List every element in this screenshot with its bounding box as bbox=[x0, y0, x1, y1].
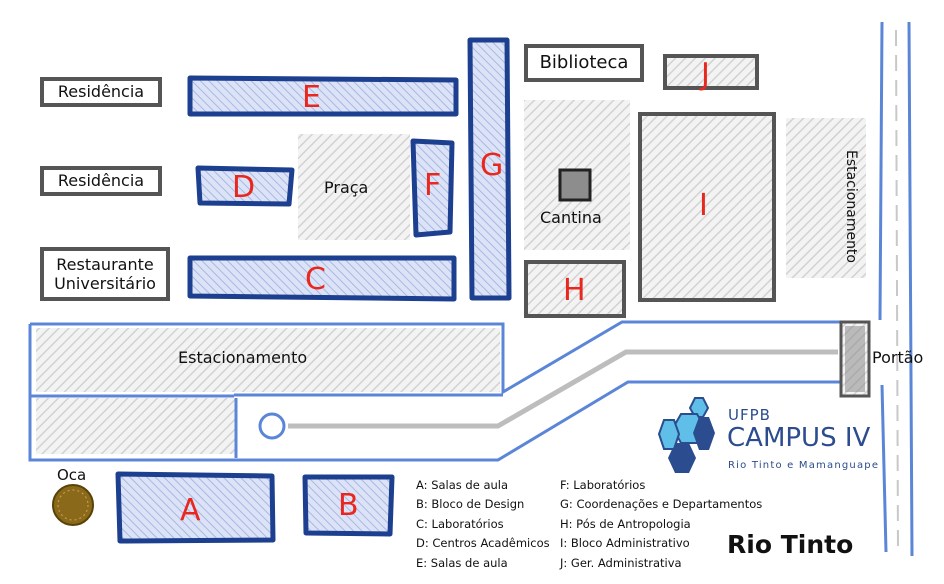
estacionamento-main-label: Estacionamento bbox=[178, 348, 308, 367]
legend-item: H: Pós de Antropologia bbox=[560, 516, 691, 531]
building-c-letter: C bbox=[305, 262, 326, 297]
biblioteca-box[interactable]: Biblioteca bbox=[524, 44, 644, 82]
building-e-letter: E bbox=[302, 80, 321, 115]
building-h-letter: H bbox=[563, 273, 586, 308]
legend-item: E: Salas de aula bbox=[416, 555, 508, 570]
oca-label: Oca bbox=[57, 466, 87, 484]
roundabout bbox=[258, 412, 286, 440]
oca-marker[interactable] bbox=[52, 484, 94, 526]
legend-item: D: Centros Acadêmicos bbox=[416, 536, 550, 551]
building-d[interactable] bbox=[195, 165, 295, 207]
logo-line2: CAMPUS IV bbox=[727, 423, 871, 453]
legend-item: C: Laboratórios bbox=[416, 516, 504, 531]
residencia-label-2: Residência bbox=[57, 171, 145, 191]
legend-col1: A: Salas de aula B: Bloco de Design C: L… bbox=[416, 476, 550, 573]
building-g-letter: G bbox=[480, 148, 504, 183]
residencia-box-1[interactable]: Residência bbox=[40, 77, 162, 107]
residencia-box-2[interactable]: Residência bbox=[40, 166, 162, 196]
cantina-building[interactable] bbox=[558, 168, 592, 202]
building-a-letter: A bbox=[180, 493, 201, 528]
building-d-letter: D bbox=[232, 170, 256, 205]
parking-right-area bbox=[786, 118, 866, 278]
legend-item: J: Ger. Administrativa bbox=[560, 555, 682, 570]
ufpb-logo-icon bbox=[657, 397, 715, 473]
legend-item: G: Coordenações e Departamentos bbox=[560, 497, 763, 512]
city-label: Rio Tinto bbox=[727, 530, 854, 559]
main-road bbox=[878, 21, 914, 557]
building-j-letter: J bbox=[701, 57, 710, 92]
logo-line1: UFPB bbox=[728, 406, 771, 424]
building-b-letter: B bbox=[338, 488, 359, 523]
access-road bbox=[28, 320, 840, 462]
building-j[interactable] bbox=[663, 54, 759, 90]
praca-label: Praça bbox=[324, 178, 369, 197]
legend-col2: F: Laboratórios G: Coordenações e Depart… bbox=[560, 476, 762, 573]
legend-item: I: Bloco Administrativo bbox=[560, 536, 690, 551]
building-f-letter: F bbox=[424, 168, 442, 203]
building-g[interactable] bbox=[467, 37, 512, 301]
residencia-label-1: Residência bbox=[57, 82, 145, 102]
building-i-letter: I bbox=[699, 188, 708, 223]
building-e[interactable] bbox=[187, 75, 459, 117]
parking-main-area bbox=[36, 328, 500, 392]
building-b[interactable] bbox=[302, 474, 395, 537]
building-a[interactable] bbox=[115, 471, 276, 544]
building-f[interactable] bbox=[410, 138, 455, 238]
portao-label: Portão bbox=[872, 348, 924, 367]
legend-item: F: Laboratórios bbox=[560, 478, 646, 492]
cantina-label: Cantina bbox=[540, 208, 602, 227]
logo-line3: Rio Tinto e Mamanguape bbox=[728, 460, 880, 471]
building-i[interactable] bbox=[638, 112, 776, 302]
restaurante-label: Restaurante Universitário bbox=[54, 254, 156, 293]
restaurante-box[interactable]: Restaurante Universitário bbox=[40, 247, 170, 301]
estacionamento-right-label: Estacionamento bbox=[843, 150, 859, 263]
praca-area bbox=[298, 134, 410, 240]
building-h[interactable] bbox=[524, 260, 626, 318]
legend-item: A: Salas de aula bbox=[416, 478, 509, 492]
biblioteca-label: Biblioteca bbox=[539, 52, 629, 74]
building-c[interactable] bbox=[187, 255, 457, 302]
legend-item: B: Bloco de Design bbox=[416, 497, 525, 512]
parking-lower-area bbox=[36, 398, 236, 454]
